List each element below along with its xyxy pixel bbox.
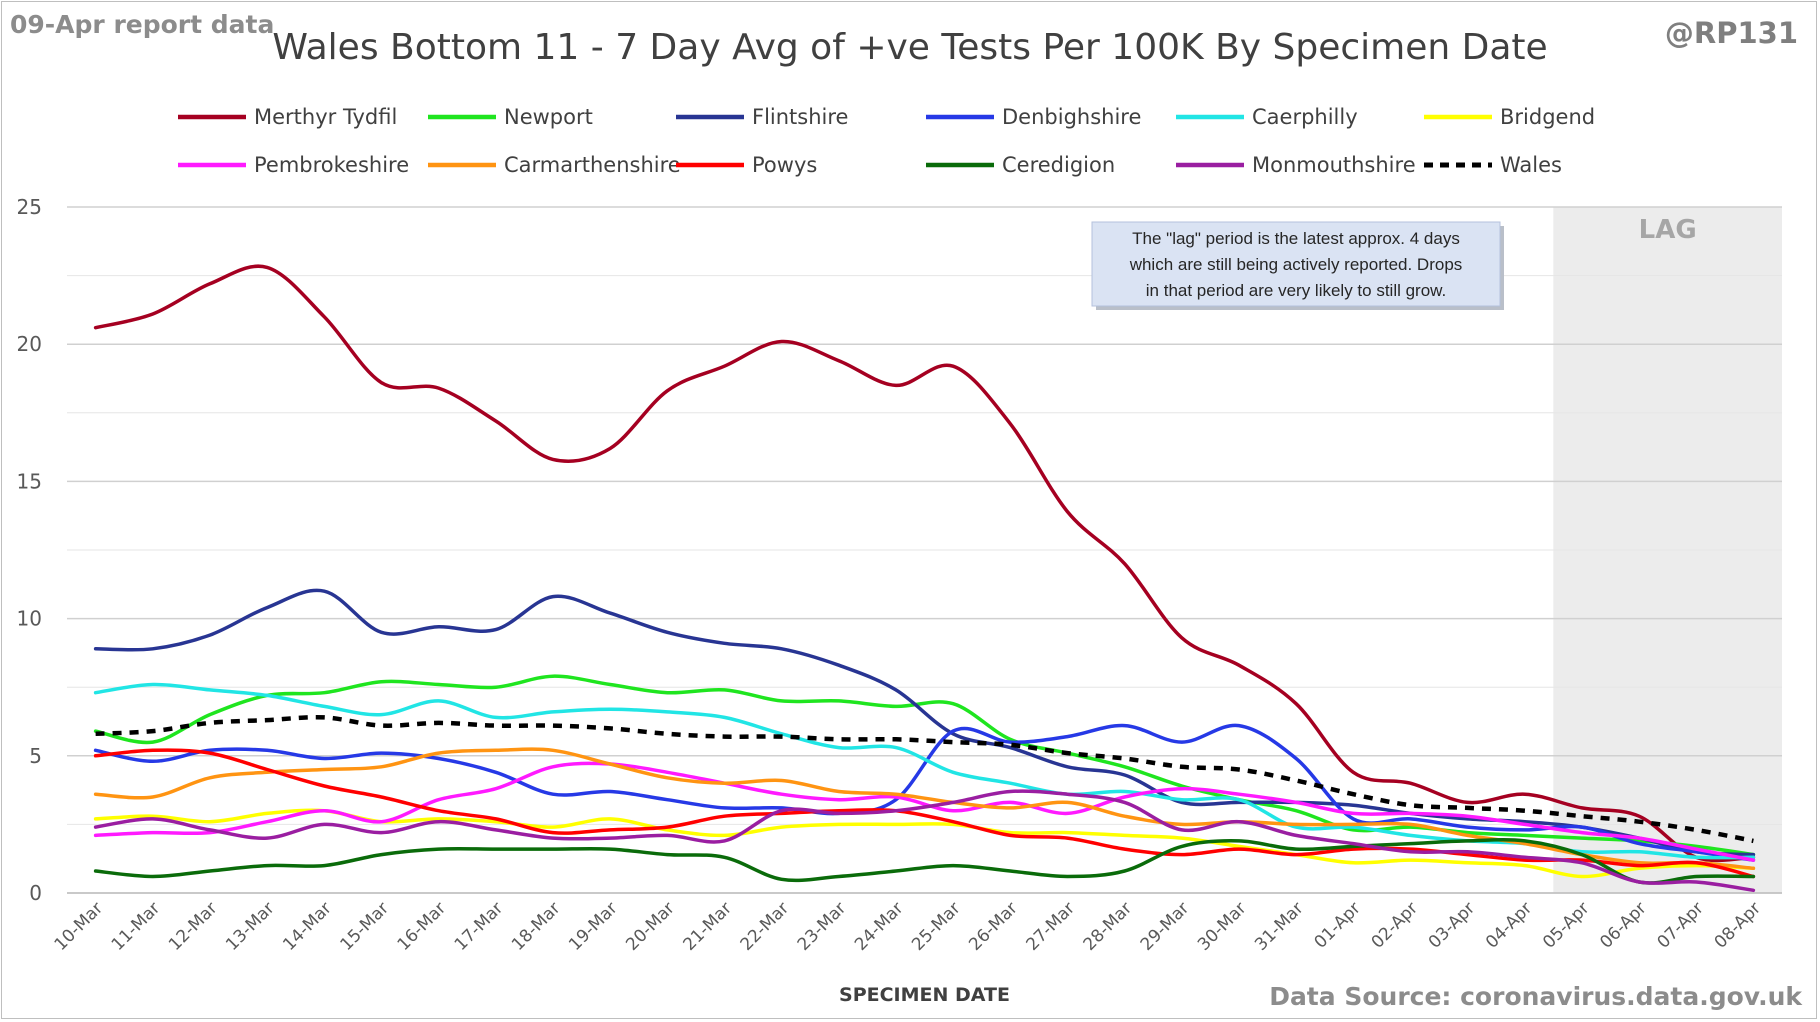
x-tick-label: 12-Mar [165, 898, 221, 954]
y-tick-label: 20 [17, 332, 42, 356]
x-tick-label: 25-Mar [908, 898, 964, 954]
series-line-pembrokeshire [93, 761, 1756, 862]
legend-label-merthyr-tydfil: Merthyr Tydfil [254, 105, 397, 129]
x-tick-label: 28-Mar [1080, 898, 1136, 954]
legend-label-denbighshire: Denbighshire [1002, 105, 1141, 129]
series-line-merthyr-tydfil [93, 264, 1756, 863]
x-tick-label: 03-Apr [1425, 898, 1479, 952]
plot-area: LAG 0 5 10 15 20 25 10-Mar 11-Mar 12-Mar 13-Mar 14-… [17, 195, 1782, 1006]
x-tick-label: 01-Apr [1310, 898, 1364, 952]
legend-label-monmouthshire: Monmouthshire [1252, 153, 1416, 177]
y-tick-label: 0 [29, 881, 42, 905]
x-tick-label: 08-Apr [1711, 898, 1765, 952]
x-tick-label: 26-Mar [965, 898, 1021, 954]
x-tick-label: 06-Apr [1596, 898, 1650, 952]
x-tick-label: 30-Mar [1194, 898, 1250, 954]
series-line-wales [95, 714, 1754, 844]
x-tick-label: 31-Mar [1251, 898, 1307, 954]
series-line-flintshire [93, 588, 1756, 857]
legend-label-flintshire: Flintshire [752, 105, 848, 129]
x-tick-label: 27-Mar [1022, 898, 1078, 954]
y-tick-label: 10 [17, 607, 42, 631]
legend-label-ceredigion: Ceredigion [1002, 153, 1115, 177]
x-tick-label: 05-Apr [1539, 898, 1593, 952]
x-tick-label: 10-Mar [51, 898, 107, 954]
lag-label: LAG [1639, 215, 1697, 245]
x-tick-label: 13-Mar [222, 898, 278, 954]
x-tick-label: 22-Mar [737, 898, 793, 954]
series-line-monmouthshire [93, 789, 1756, 893]
x-tick-label: 02-Apr [1368, 898, 1422, 952]
legend-label-carmarthenshire: Carmarthenshire [504, 153, 681, 177]
series-line-newport [93, 674, 1756, 857]
chart-title: Wales Bottom 11 - 7 Day Avg of +ve Tests… [272, 27, 1548, 68]
y-tick-label: 15 [17, 469, 42, 493]
x-tick-label: 21-Mar [679, 898, 735, 954]
legend-label-wales: Wales [1500, 153, 1562, 177]
x-tick-label: 15-Mar [336, 898, 392, 954]
legend-label-newport: Newport [504, 105, 593, 129]
x-tick-label: 19-Mar [565, 898, 621, 954]
x-tick-label: 24-Mar [851, 898, 907, 954]
x-tick-label: 18-Mar [508, 898, 564, 954]
annotation-box [1091, 221, 1501, 307]
x-tick-label: 17-Mar [451, 898, 507, 954]
series-line-denbighshire [93, 723, 1756, 862]
series-line-carmarthenshire [93, 747, 1756, 871]
x-axis-title: SPECIMEN DATE [839, 984, 1010, 1006]
legend-label-pembrokeshire: Pembrokeshire [254, 153, 409, 177]
series-line-powys [93, 748, 1756, 879]
x-tick-label: 04-Apr [1482, 898, 1536, 952]
series-line-ceredigion [93, 838, 1756, 885]
author-handle: @RP131 [1664, 16, 1798, 50]
legend-label-bridgend: Bridgend [1500, 105, 1595, 129]
x-tick-label: 07-Apr [1653, 898, 1707, 952]
legend: Merthyr Tydfil Newport Flintshire Denbighsh… [178, 105, 1595, 177]
legend-label-caerphilly: Caerphilly [1252, 105, 1358, 129]
x-tick-label: 14-Mar [279, 898, 335, 954]
data-source-label: Data Source: coronavirus.data.gov.uk [1269, 982, 1802, 1011]
y-tick-label: 5 [29, 744, 42, 768]
report-date-label: 09-Apr report data [10, 10, 275, 39]
x-tick-label: 29-Mar [1137, 898, 1193, 954]
x-tick-label: 20-Mar [622, 898, 678, 954]
x-tick-label: 23-Mar [794, 898, 850, 954]
x-tick-label: 11-Mar [108, 898, 164, 954]
y-tick-label: 25 [17, 195, 42, 219]
legend-label-powys: Powys [752, 153, 817, 177]
x-tick-label: 16-Mar [394, 898, 450, 954]
annotation-text: The "lag" period is the latest approx. 4… [1129, 229, 1463, 300]
